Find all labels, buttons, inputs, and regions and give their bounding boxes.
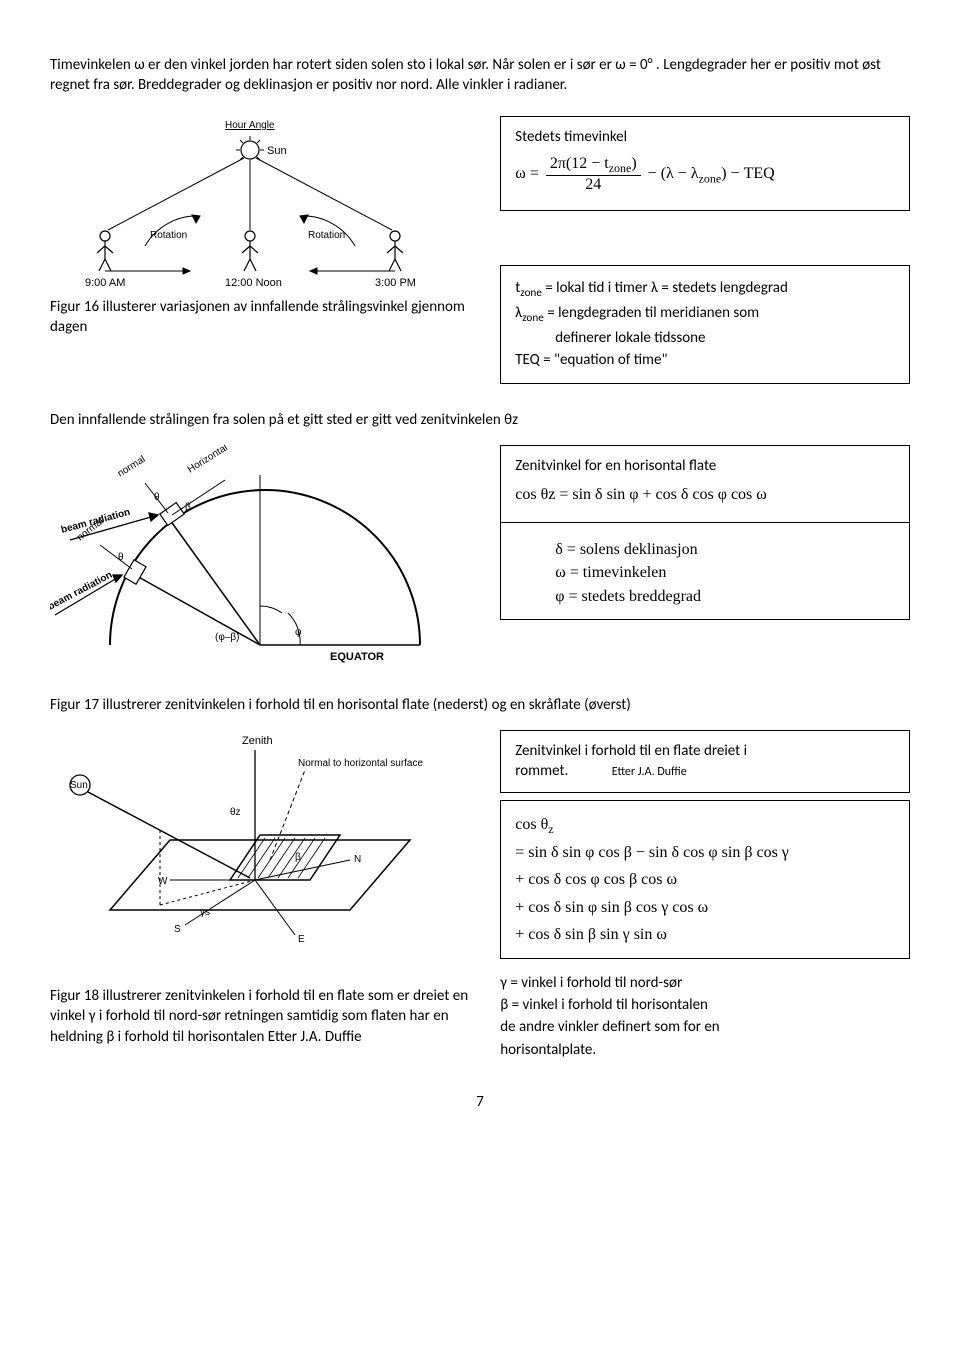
- fig16-t3: 3:00 PM: [375, 277, 416, 289]
- svg-text:(φ–β): (φ–β): [215, 632, 239, 643]
- box4b-e1: cos θz: [515, 811, 895, 840]
- svg-text:beam radiation: beam radiation: [50, 569, 114, 612]
- svg-text:θ: θ: [118, 552, 124, 563]
- svg-text:EQUATOR: EQUATOR: [330, 651, 384, 663]
- box4a: Zenitvinkel i forhold til en flate dreie…: [500, 730, 910, 793]
- box3-column: Zenitvinkel for en horisontal flate cos …: [500, 445, 910, 629]
- svg-text:θz: θz: [230, 807, 241, 818]
- box3-title: Zenitvinkel for en horisontal flate: [515, 456, 895, 476]
- fig-zenit-diagram: normal Horizontal beam radiation normal …: [50, 445, 430, 675]
- box3-d1: δ = solens deklinasjon: [555, 539, 895, 561]
- box2-l1: tzone = lokal tid i timer λ = stedets le…: [515, 278, 895, 301]
- fig16-rot1: Rotation: [150, 230, 187, 241]
- fig18-diagram: Zenith Normal to horizontal surface Sun …: [50, 730, 430, 980]
- svg-text:β: β: [185, 502, 191, 513]
- fig-zenit-column: normal Horizontal beam radiation normal …: [50, 445, 480, 675]
- box4b-e5: + cos δ sin β sin γ sin ω: [515, 921, 895, 948]
- svg-text:normal: normal: [116, 454, 148, 480]
- box-timevinkel: Stedets timevinkel ω = 2π(12 − tzone) 24…: [500, 116, 910, 211]
- midline: Den innfallende strålingen fra solen på …: [50, 410, 910, 430]
- fig18-caption: Figur 18 illustrerer zenitvinkelen i for…: [50, 986, 480, 1047]
- box3-eq: cos θz = sin δ sin φ + cos δ cos φ cos ω: [515, 484, 895, 506]
- svg-text:φ: φ: [295, 627, 302, 638]
- fig16-diagram: Hour Angle Sun: [50, 116, 430, 291]
- row-fig16: Hour Angle Sun: [50, 116, 910, 392]
- box3-d2: ω = timevinkelen: [555, 562, 895, 584]
- svg-text:Normal to horizontal surface: Normal to horizontal surface: [298, 758, 423, 769]
- box1-title: Stedets timevinkel: [515, 127, 895, 147]
- box2-l4: TEQ = "equation of time": [515, 350, 895, 370]
- box1-equation: ω = 2π(12 − tzone) 24 − (λ − λzone) − TE…: [515, 155, 895, 194]
- box-column-1: Stedets timevinkel ω = 2π(12 − tzone) 24…: [500, 116, 910, 392]
- box4b-e3: + cos δ cos φ cos β cos ω: [515, 866, 895, 893]
- fig16-hourangle-label: Hour Angle: [225, 120, 275, 131]
- svg-text:E: E: [298, 934, 305, 945]
- fig16-sun-label: Sun: [267, 145, 287, 157]
- fig16-t2: 12:00 Noon: [225, 277, 282, 289]
- defs4: γ = vinkel i forhold til nord-sør β = vi…: [500, 973, 910, 1060]
- svg-text:θ: θ: [154, 492, 160, 503]
- row-fig18: Zenith Normal to horizontal surface Sun …: [50, 730, 910, 1062]
- fig16-rot2: Rotation: [308, 230, 345, 241]
- box-zenit-horizontal: Zenitvinkel for en horisontal flate cos …: [500, 445, 910, 523]
- fig16-caption: Figur 16 illusterer variasjonen av innfa…: [50, 297, 480, 338]
- box4b-e2: = sin δ sin φ cos β − sin δ cos φ sin β …: [515, 839, 895, 866]
- fig18-column: Zenith Normal to horizontal surface Sun …: [50, 730, 480, 1057]
- box-defs-1: tzone = lokal tid i timer λ = stedets le…: [500, 265, 910, 384]
- defs4-l2: β = vinkel i forhold til horisontalen: [500, 995, 910, 1015]
- svg-text:Zenith: Zenith: [242, 735, 273, 747]
- box4b: cos θz = sin δ sin φ cos β − sin δ cos φ…: [500, 800, 910, 959]
- defs4-l4: horisontalplate.: [500, 1040, 910, 1060]
- page-number: 7: [50, 1092, 910, 1112]
- defs4-l1: γ = vinkel i forhold til nord-sør: [500, 973, 910, 993]
- fig16-t1: 9:00 AM: [85, 277, 125, 289]
- box-zenit-defs: δ = solens deklinasjon ω = timevinkelen …: [500, 523, 910, 621]
- defs4-l3: de andre vinkler definert som for en: [500, 1017, 910, 1037]
- fig16-column: Hour Angle Sun: [50, 116, 480, 348]
- svg-text:γs: γs: [200, 907, 210, 918]
- box2-l2: λzone = lengdegraden til meridianen som: [515, 303, 895, 326]
- fig17-caption: Figur 17 illustrerer zenitvinkelen i for…: [50, 695, 910, 715]
- box4b-e4: + cos δ sin φ sin β cos γ cos ω: [515, 894, 895, 921]
- box4a-l2: rommet. Etter J.A. Duffie: [515, 761, 895, 781]
- intro-paragraph: Timevinkelen ω er den vinkel jorden har …: [50, 55, 910, 96]
- svg-text:N: N: [354, 854, 361, 865]
- row-zenit: normal Horizontal beam radiation normal …: [50, 445, 910, 675]
- box3-d3: φ = stedets breddegrad: [555, 586, 895, 608]
- svg-text:β: β: [295, 852, 301, 863]
- box2-l3: definerer lokale tidssone: [515, 328, 895, 348]
- eq-lhs: ω =: [515, 165, 539, 182]
- box4-column: Zenitvinkel i forhold til en flate dreie…: [500, 730, 910, 1062]
- svg-text:S: S: [174, 924, 181, 935]
- svg-text:Sun: Sun: [70, 780, 88, 791]
- svg-text:Horizontal: Horizontal: [186, 445, 230, 476]
- box4a-l1: Zenitvinkel i forhold til en flate dreie…: [515, 741, 895, 761]
